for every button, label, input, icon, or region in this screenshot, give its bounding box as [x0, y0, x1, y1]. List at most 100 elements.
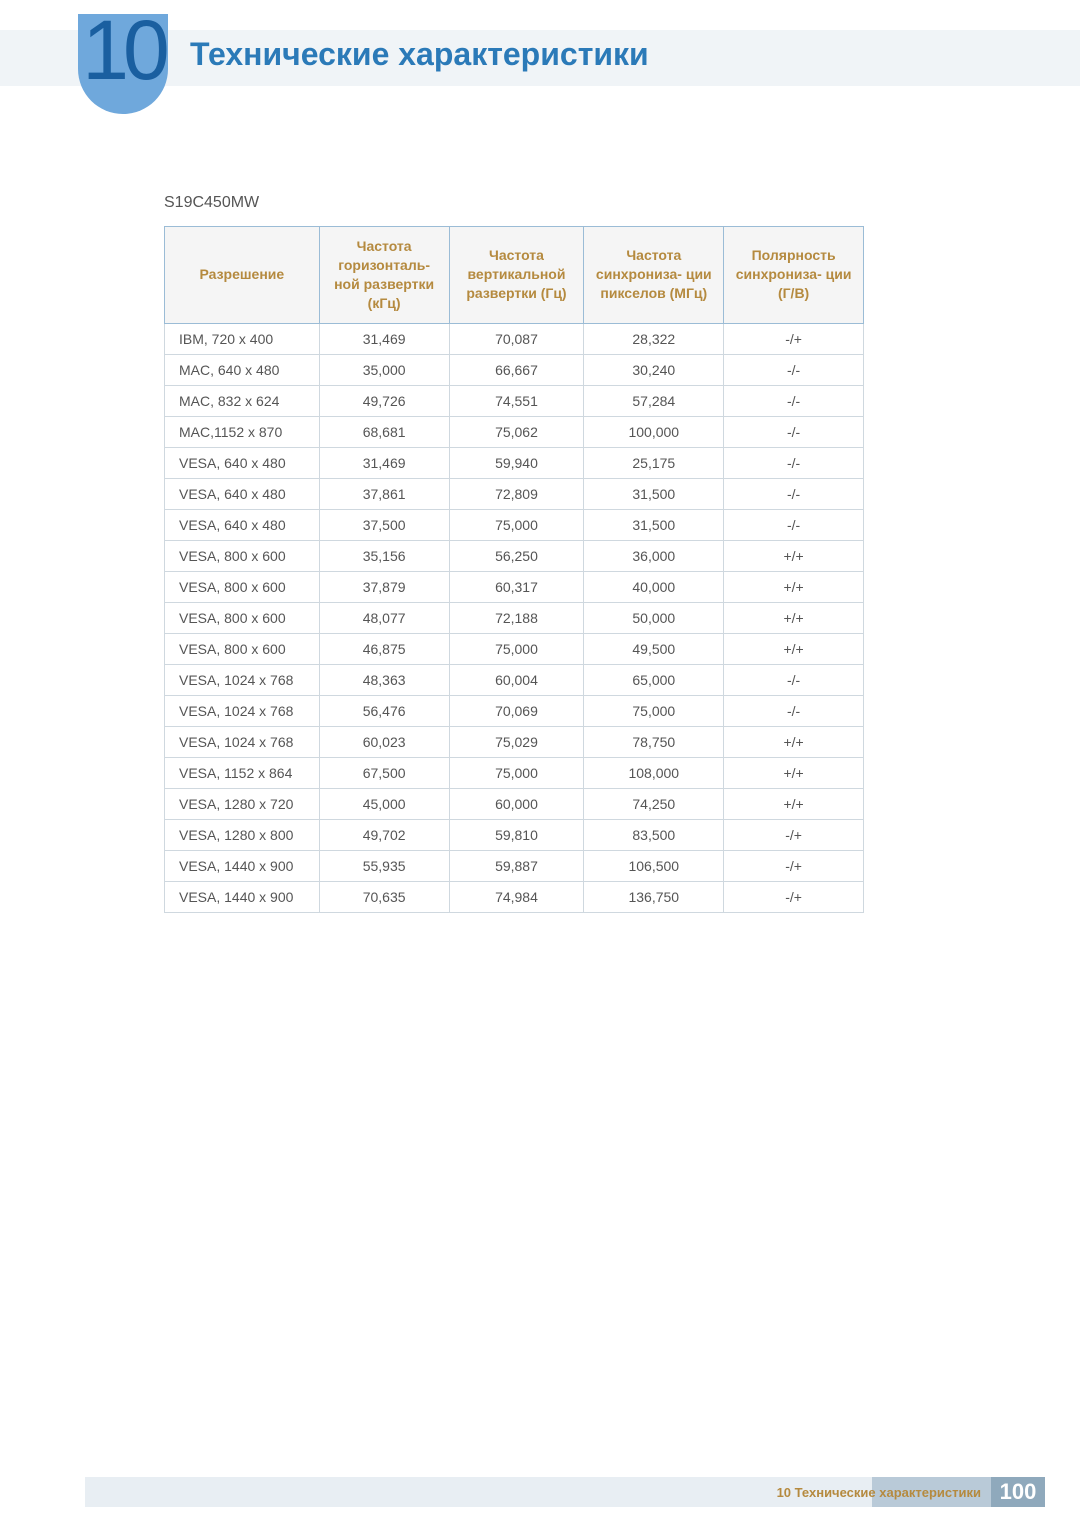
table-cell: 31,500 [584, 509, 724, 540]
page-title: Технические характеристики [190, 36, 649, 73]
table-cell: 75,000 [584, 695, 724, 726]
table-cell: 49,726 [319, 385, 449, 416]
table-row: VESA, 1440 x 90055,93559,887106,500-/+ [165, 850, 864, 881]
table-cell: 74,551 [449, 385, 584, 416]
table-cell: 75,029 [449, 726, 584, 757]
table-cell: VESA, 1024 x 768 [165, 726, 320, 757]
table-cell: +/+ [724, 757, 864, 788]
table-cell: +/+ [724, 633, 864, 664]
table-cell: 78,750 [584, 726, 724, 757]
table-row: VESA, 800 x 60046,87575,00049,500+/+ [165, 633, 864, 664]
col-hfreq: Частота горизонталь- ной развертки (кГц) [319, 227, 449, 324]
table-cell: 75,000 [449, 633, 584, 664]
table-cell: -/- [724, 509, 864, 540]
table-cell: VESA, 640 x 480 [165, 509, 320, 540]
table-cell: 75,000 [449, 509, 584, 540]
table-cell: 49,500 [584, 633, 724, 664]
table-cell: MAC, 640 x 480 [165, 354, 320, 385]
table-cell: VESA, 800 x 600 [165, 602, 320, 633]
table-cell: +/+ [724, 540, 864, 571]
col-resolution: Разрешение [165, 227, 320, 324]
table-cell: 65,000 [584, 664, 724, 695]
table-cell: 37,879 [319, 571, 449, 602]
table-cell: -/- [724, 695, 864, 726]
table-cell: 56,250 [449, 540, 584, 571]
table-cell: -/- [724, 664, 864, 695]
table-cell: VESA, 1280 x 800 [165, 819, 320, 850]
chapter-number: 10 [78, 2, 168, 99]
table-cell: VESA, 800 x 600 [165, 540, 320, 571]
table-row: VESA, 1024 x 76848,36360,00465,000-/- [165, 664, 864, 695]
table-row: VESA, 1280 x 80049,70259,81083,500-/+ [165, 819, 864, 850]
col-vfreq: Частота вертикальной развертки (Гц) [449, 227, 584, 324]
table-cell: 25,175 [584, 447, 724, 478]
table-cell: 66,667 [449, 354, 584, 385]
table-cell: MAC, 832 x 624 [165, 385, 320, 416]
table-cell: VESA, 1024 x 768 [165, 664, 320, 695]
table-cell: -/+ [724, 819, 864, 850]
table-cell: 57,284 [584, 385, 724, 416]
footer-page-box: 100 [991, 1477, 1045, 1507]
table-row: MAC, 640 x 48035,00066,66730,240-/- [165, 354, 864, 385]
table-row: VESA, 1024 x 76860,02375,02978,750+/+ [165, 726, 864, 757]
table-cell: 31,469 [319, 323, 449, 354]
table-cell: 74,250 [584, 788, 724, 819]
table-cell: -/- [724, 385, 864, 416]
table-cell: +/+ [724, 788, 864, 819]
table-cell: 60,023 [319, 726, 449, 757]
table-cell: 46,875 [319, 633, 449, 664]
table-cell: 55,935 [319, 850, 449, 881]
table-header-row: Разрешение Частота горизонталь- ной разв… [165, 227, 864, 324]
table-cell: +/+ [724, 571, 864, 602]
table-cell: 74,984 [449, 881, 584, 912]
table-row: VESA, 800 x 60048,07772,18850,000+/+ [165, 602, 864, 633]
table-row: VESA, 640 x 48037,50075,00031,500-/- [165, 509, 864, 540]
col-pixclock: Частота синхрониза- ции пикселов (МГц) [584, 227, 724, 324]
model-label: S19C450MW [164, 194, 259, 212]
table-row: VESA, 1024 x 76856,47670,06975,000-/- [165, 695, 864, 726]
table-cell: 106,500 [584, 850, 724, 881]
table-cell: 100,000 [584, 416, 724, 447]
table-cell: +/+ [724, 602, 864, 633]
table-cell: -/+ [724, 323, 864, 354]
table-row: VESA, 640 x 48031,46959,94025,175-/- [165, 447, 864, 478]
table-row: VESA, 1152 x 86467,50075,000108,000+/+ [165, 757, 864, 788]
table-cell: 35,156 [319, 540, 449, 571]
table-row: VESA, 1280 x 72045,00060,00074,250+/+ [165, 788, 864, 819]
table-cell: 67,500 [319, 757, 449, 788]
table-cell: 48,077 [319, 602, 449, 633]
table-cell: 37,861 [319, 478, 449, 509]
table-cell: -/- [724, 447, 864, 478]
table-cell: 75,062 [449, 416, 584, 447]
table-cell: MAC,1152 x 870 [165, 416, 320, 447]
table-cell: 35,000 [319, 354, 449, 385]
table-cell: IBM, 720 x 400 [165, 323, 320, 354]
table-row: IBM, 720 x 40031,46970,08728,322-/+ [165, 323, 864, 354]
table-cell: 59,940 [449, 447, 584, 478]
table-cell: VESA, 1440 x 900 [165, 881, 320, 912]
table-row: MAC, 832 x 62449,72674,55157,284-/- [165, 385, 864, 416]
table-cell: 136,750 [584, 881, 724, 912]
table-cell: 75,000 [449, 757, 584, 788]
table-cell: 70,069 [449, 695, 584, 726]
table-cell: 48,363 [319, 664, 449, 695]
table-cell: 50,000 [584, 602, 724, 633]
table-cell: 108,000 [584, 757, 724, 788]
table-cell: 56,476 [319, 695, 449, 726]
table-cell: +/+ [724, 726, 864, 757]
table-cell: 68,681 [319, 416, 449, 447]
table-row: VESA, 800 x 60037,87960,31740,000+/+ [165, 571, 864, 602]
table-cell: -/- [724, 354, 864, 385]
table-cell: VESA, 800 x 600 [165, 571, 320, 602]
table-cell: VESA, 800 x 600 [165, 633, 320, 664]
table-cell: 59,810 [449, 819, 584, 850]
table-cell: VESA, 640 x 480 [165, 447, 320, 478]
footer-text: 10 Технические характеристики [777, 1485, 981, 1500]
table-cell: 30,240 [584, 354, 724, 385]
table-cell: VESA, 1280 x 720 [165, 788, 320, 819]
table-cell: -/+ [724, 850, 864, 881]
table-cell: 70,635 [319, 881, 449, 912]
table-cell: 60,000 [449, 788, 584, 819]
col-polarity: Полярность синхрониза- ции (Г/В) [724, 227, 864, 324]
footer-bar: 10 Технические характеристики 100 [85, 1477, 1045, 1507]
